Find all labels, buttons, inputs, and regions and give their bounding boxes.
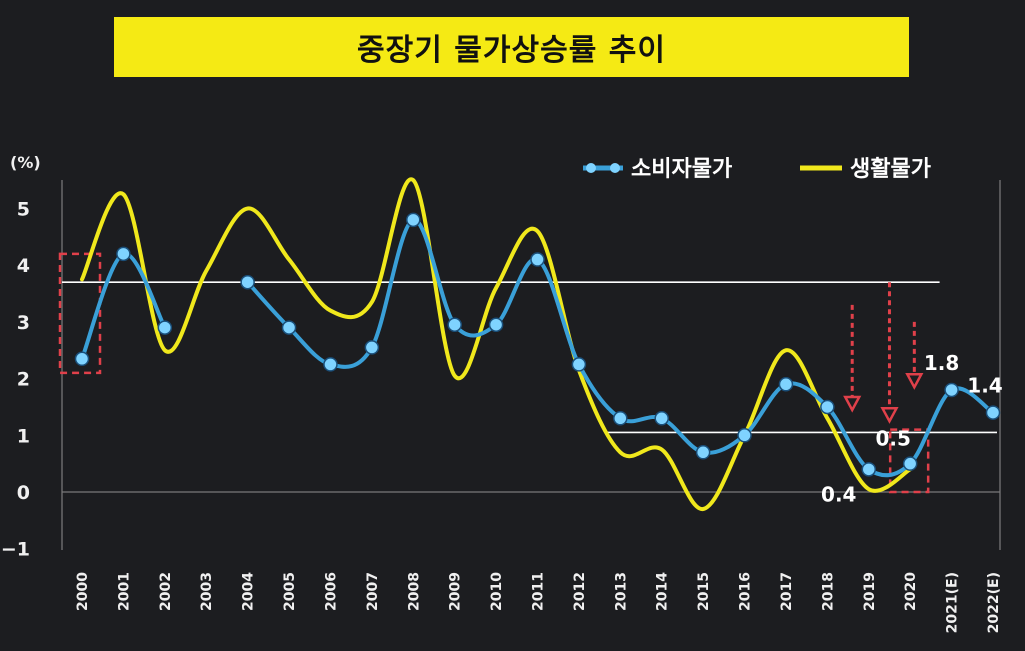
x-tick-label: 2000: [75, 572, 91, 611]
legend-marker-consumer-price: [586, 163, 596, 173]
x-tick-label: 2003: [199, 572, 215, 611]
chart-title: 중장기 물가상승률 추이: [357, 33, 666, 68]
x-tick-label: 2005: [282, 572, 298, 611]
highlight-boxes: [58, 252, 930, 494]
axes: −1 0 1 2 3 4 5 2000 2001 2002 2003 2004 2005 2006 2007…: [1, 180, 1002, 633]
data-point-consumer-price: [695, 445, 711, 460]
data-point-consumer-price: [985, 405, 1001, 420]
y-tick-label: 0: [17, 482, 30, 504]
x-tick-label: 2012: [572, 572, 588, 611]
y-tick-label: 5: [17, 199, 30, 221]
data-point-consumer-price: [654, 411, 669, 426]
y-unit-label: (%): [10, 153, 41, 172]
data-point-consumer-price: [240, 274, 255, 290]
x-tick-label: 2004: [241, 572, 257, 611]
x-tick-label: 2007: [365, 572, 381, 611]
legend: 소비자물가 생활물가: [583, 157, 931, 182]
data-point-consumer-price: [281, 320, 297, 335]
data-point-consumer-price: [74, 351, 90, 367]
data-point-consumer-price: [571, 357, 587, 372]
legend-marker-consumer-price: [610, 163, 620, 173]
down-arrow-head: [905, 373, 924, 390]
data-point-consumer-price: [613, 411, 628, 426]
x-tick-label: 2019: [862, 572, 878, 611]
x-tick-label: 2009: [448, 572, 464, 611]
x-tick-label: 2001: [116, 572, 132, 611]
down-arrow-head: [843, 395, 862, 413]
series-line-living-price: [80, 177, 913, 512]
x-tick-label: 2017: [779, 572, 795, 611]
data-point-consumer-price: [364, 340, 380, 355]
data-point-consumer-price: [323, 357, 338, 372]
x-tick-label: 2018: [820, 572, 836, 611]
x-tick-label: 2014: [655, 572, 671, 611]
x-tick-label: 2022(E): [986, 572, 1002, 633]
data-point-consumer-price: [737, 428, 752, 443]
y-tick-label: −1: [1, 539, 30, 561]
x-tick-label: 2006: [323, 572, 339, 611]
y-tick-label: 2: [17, 369, 30, 391]
x-tick-label: 2010: [489, 572, 505, 611]
annotation-label: 0.5: [875, 427, 910, 451]
x-tick-label: 2008: [406, 572, 422, 611]
x-tick-label: 2021(E): [945, 572, 961, 633]
chart-title-banner: 중장기 물가상승률 추이: [114, 17, 909, 77]
data-point-consumer-price: [902, 456, 918, 471]
legend-label-consumer-price: 소비자물가: [631, 157, 732, 182]
annotations: 0.4 0.5 1.8 1.4: [821, 351, 1003, 506]
data-point-consumer-price: [944, 382, 959, 398]
y-tick-label: 1: [17, 425, 30, 447]
x-tick-label: 2020: [903, 572, 919, 611]
data-point-consumer-price: [488, 317, 504, 332]
data-point-consumer-price: [778, 377, 794, 392]
x-tick-label: 2011: [531, 572, 547, 611]
data-point-consumer-price: [820, 399, 835, 415]
data-point-consumer-price: [530, 252, 545, 267]
series-lines: [80, 177, 995, 512]
annotation-label: 1.4: [967, 374, 1002, 398]
highlight-box: [58, 252, 102, 375]
highlight-box: [888, 428, 930, 494]
series-markers: [74, 212, 1001, 477]
x-tick-label: 2015: [696, 572, 712, 611]
x-tick-label: 2016: [738, 572, 754, 611]
y-tick-label: 3: [17, 312, 30, 334]
legend-label-living-price: 생활물가: [850, 157, 931, 182]
data-point-consumer-price: [861, 462, 877, 477]
x-tick-label: 2013: [613, 572, 629, 611]
data-point-consumer-price: [406, 212, 421, 228]
data-point-consumer-price: [157, 320, 173, 335]
data-point-consumer-price: [116, 246, 131, 262]
x-tick-label: 2002: [158, 572, 174, 611]
data-point-consumer-price: [447, 317, 462, 332]
annotation-label: 0.4: [821, 482, 856, 506]
y-tick-label: 4: [17, 255, 30, 277]
down-arrow-head: [880, 407, 899, 424]
annotation-label: 1.8: [924, 351, 959, 375]
down-arrows: [843, 282, 924, 424]
reference-lines: [62, 281, 997, 434]
